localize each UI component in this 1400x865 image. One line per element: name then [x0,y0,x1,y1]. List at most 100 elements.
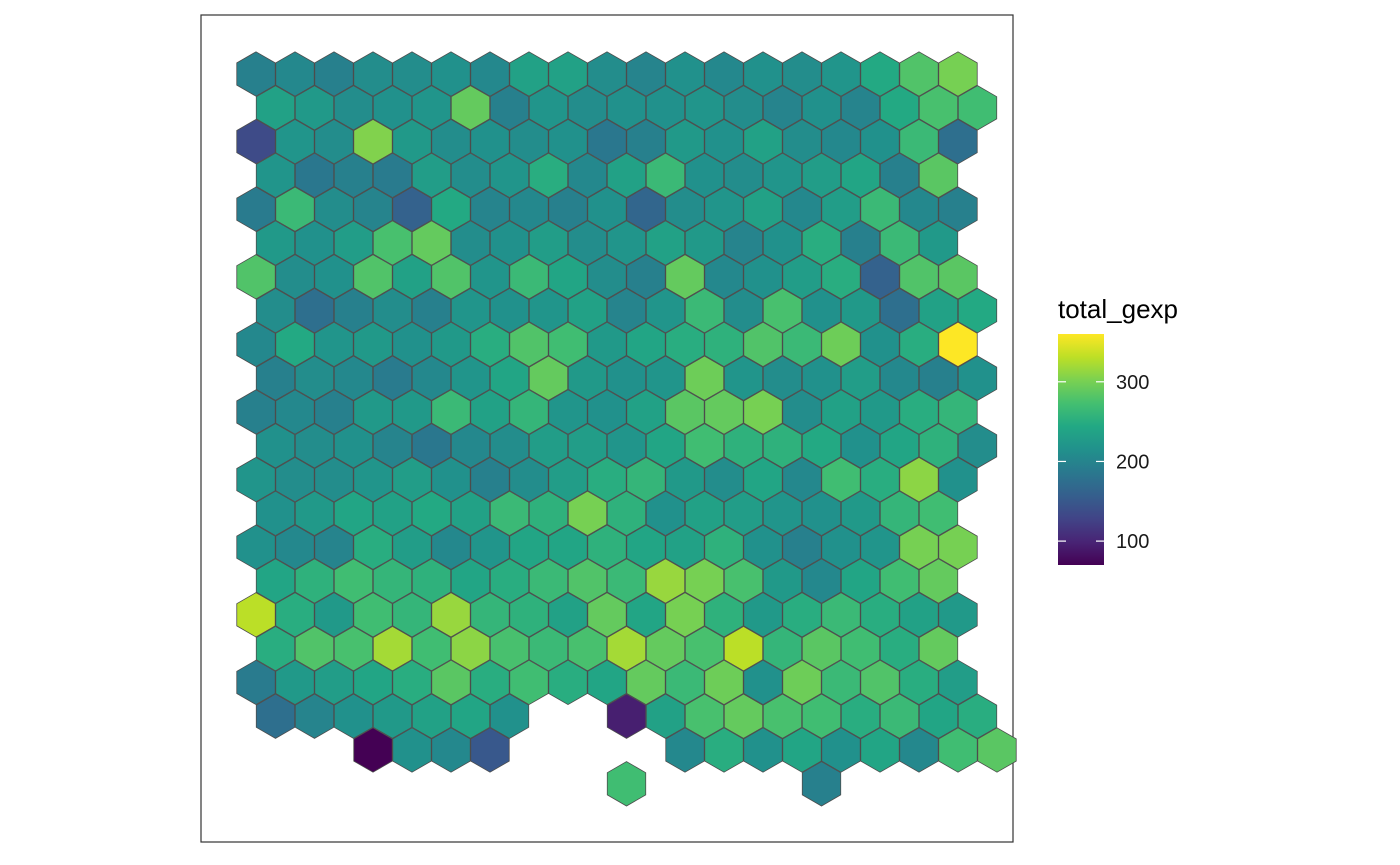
hex-cell [743,51,783,97]
hex-cell [645,693,686,739]
hex-cell [782,524,822,570]
hex-cell [353,727,393,773]
hex-cell [645,152,686,199]
hex-cell [860,254,900,300]
hex-cell [489,490,530,537]
hex-cell [665,456,705,503]
hex-cell [684,355,725,401]
hex-cell [723,220,764,266]
hex-cell [489,152,530,199]
hex-cell [762,287,803,334]
hex-cell [743,118,783,165]
hex-cell [860,389,900,435]
hex-cell [431,254,471,300]
hex-cell [723,85,764,131]
hex-cell [938,592,978,638]
hex-cell [548,254,588,300]
hex-cell [801,423,842,469]
hex-cell [353,592,393,638]
hex-cell [782,659,822,706]
hex-cell [743,254,783,300]
hex-cell [489,423,530,469]
hex-cell [470,118,510,165]
hex-cell [626,254,666,300]
hex-cell [821,524,861,570]
hex-cell [879,287,920,334]
hex-cell [567,625,608,672]
hex-cell [977,727,1017,773]
hex-cell [470,727,510,773]
hex-cell [567,558,608,604]
hex-cell [938,727,978,773]
hex-cell [957,693,998,739]
hex-cell [899,659,939,706]
hex-cell [821,389,861,435]
hex-cell [918,625,959,672]
hex-cell [587,592,627,638]
hex-cell [801,85,842,131]
hex-cell [840,85,881,131]
hex-cell [372,693,413,739]
hex-cell [938,659,978,706]
hex-cell [431,592,471,638]
hex-cell [236,592,276,638]
hex-cell [314,592,354,638]
hex-cell [236,389,276,435]
hex-cell [606,287,647,334]
hex-cell [353,456,393,503]
hex-cell [489,558,530,604]
hex-cell [255,423,296,469]
hex-cell [567,152,608,199]
hex-cell [684,558,725,604]
hex-cell [704,524,744,570]
hex-cell [879,85,920,131]
hex-cell [645,558,686,604]
hex-cell [314,456,354,503]
hex-cell [918,220,959,266]
hex-cell [294,287,335,334]
hex-cell [879,423,920,469]
hex-cell [431,389,471,435]
hex-cell [392,389,432,435]
hex-cell [392,592,432,638]
hex-cell [333,152,374,199]
hex-cell [684,287,725,334]
hex-cell [840,558,881,604]
hex-cell [645,490,686,537]
hex-cell [255,558,296,604]
hex-cell [704,659,744,706]
hex-cell [723,490,764,537]
hex-cell [314,321,354,368]
hex-cell [821,456,861,503]
hex-cell [353,186,393,232]
hex-cell [957,85,998,131]
hex-cell [372,423,413,469]
hex-cell [333,693,374,739]
hex-cell [626,51,666,97]
hex-cell [431,659,471,706]
hex-cell [489,625,530,672]
hex-cell [879,355,920,401]
hex-cell [411,423,452,469]
hex-cell [879,220,920,266]
hex-cell [704,118,744,165]
hex-cell [275,51,315,97]
hex-cell [548,389,588,435]
hex-cell [489,85,530,131]
hex-cell [587,321,627,368]
hex-cell [548,51,588,97]
hex-cell [684,152,725,199]
hex-cell [567,220,608,266]
hex-cell [333,490,374,537]
hex-cell [665,186,705,232]
hex-cell [470,456,510,503]
hex-cell [704,389,744,435]
hex-cell [762,220,803,266]
hex-cell [704,51,744,97]
hex-cell [255,152,296,199]
hex-cell [938,524,978,570]
hex-cell [743,727,783,773]
hex-cell [411,85,452,131]
hex-cell [548,592,588,638]
hex-cell [392,321,432,368]
